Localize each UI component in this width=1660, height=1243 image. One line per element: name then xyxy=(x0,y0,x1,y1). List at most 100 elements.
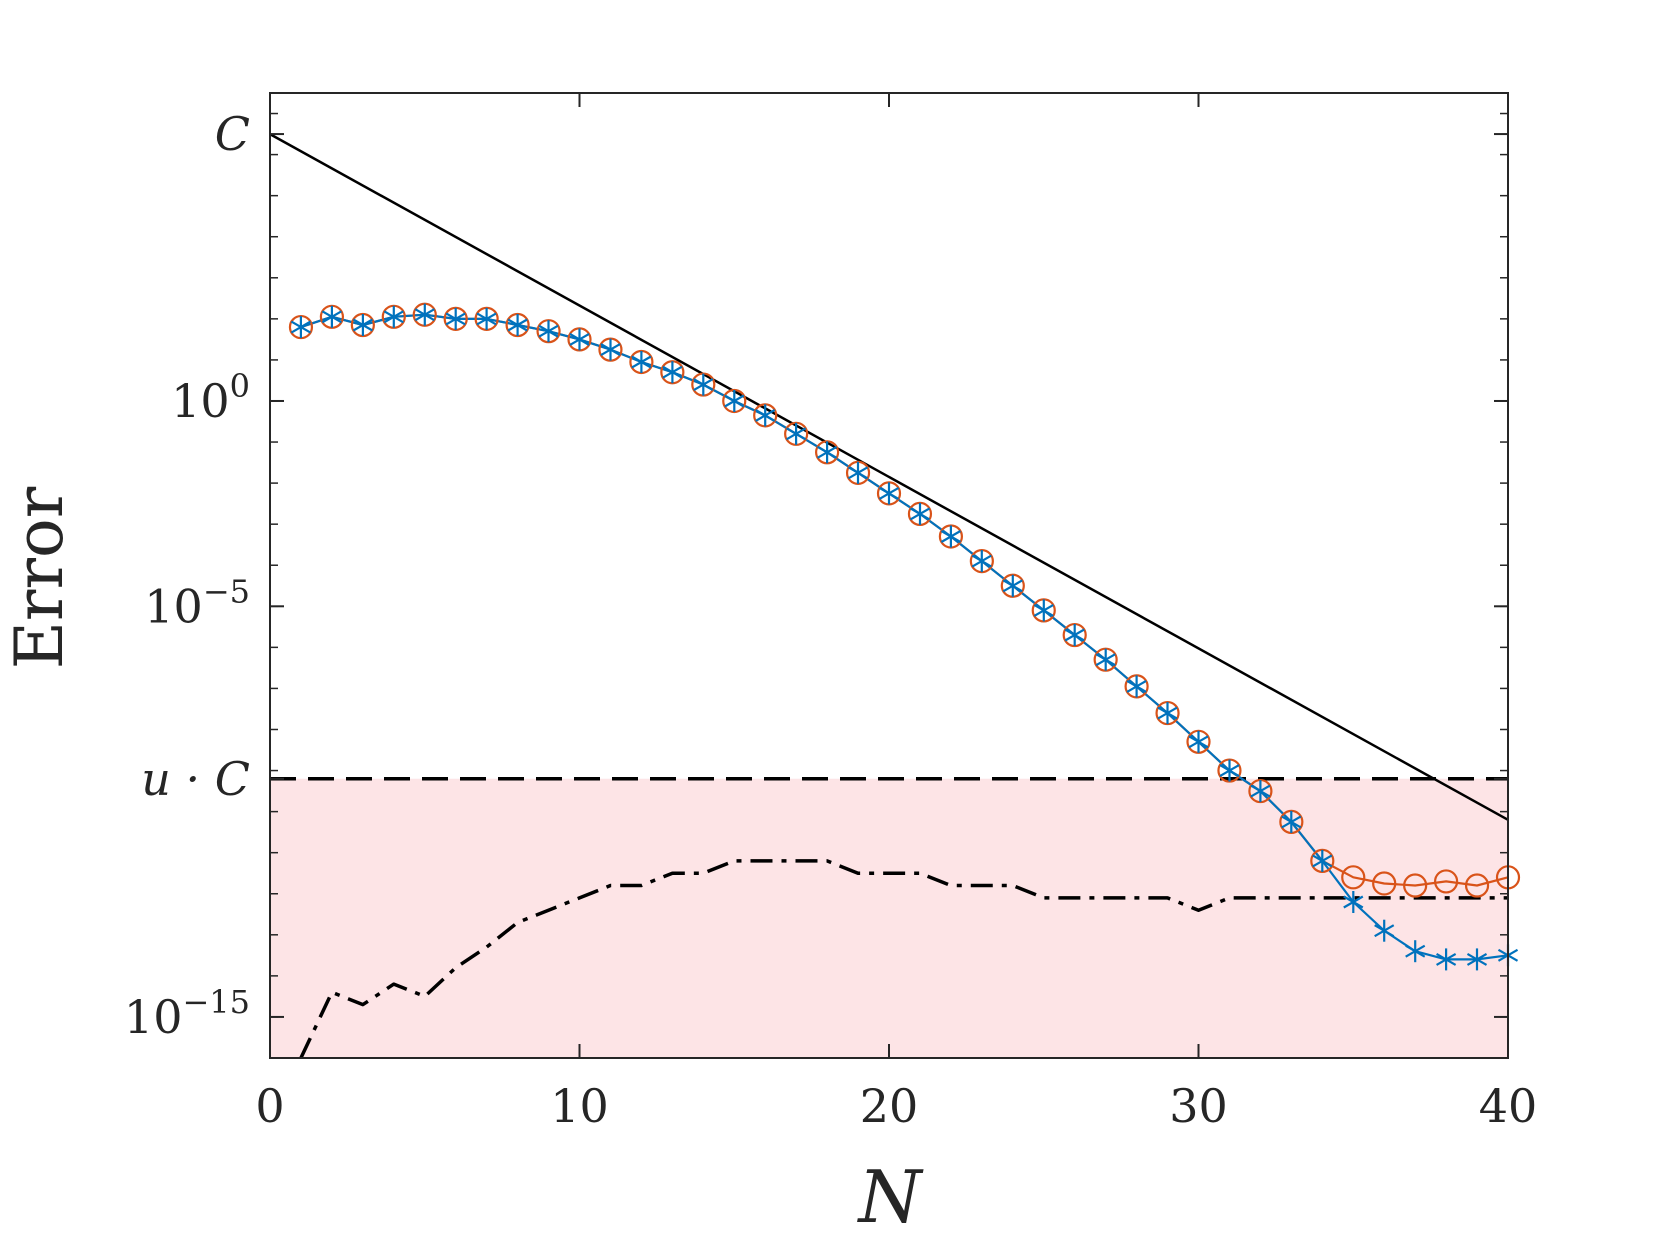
star-marker-stroke xyxy=(476,312,497,326)
star-marker-stroke xyxy=(352,318,373,332)
star-marker xyxy=(693,373,714,396)
star-marker xyxy=(352,314,373,336)
star-marker xyxy=(817,441,838,464)
star-marker xyxy=(1095,648,1116,671)
star-marker xyxy=(1374,919,1395,942)
y-tick-label: 10−15 xyxy=(124,983,250,1044)
y-tick-label: 10−5 xyxy=(144,572,250,633)
y-tick-label-base: 10 xyxy=(171,374,230,428)
star-marker-stroke xyxy=(507,318,528,332)
circle-marker xyxy=(1464,873,1490,898)
y-tick-label-base: 10 xyxy=(124,990,183,1044)
star-marker-stroke xyxy=(755,408,776,422)
x-tick-layer: 0 10 20 30 40 xyxy=(255,93,1537,1133)
star-marker xyxy=(1188,730,1209,753)
star-marker xyxy=(569,328,590,351)
star-marker xyxy=(1250,780,1271,803)
star-marker xyxy=(631,351,652,373)
star-marker-stroke xyxy=(786,427,807,441)
star-marker-stroke xyxy=(1466,952,1488,966)
star-marker-stroke xyxy=(1436,952,1457,966)
star-marker xyxy=(507,314,528,336)
star-marker xyxy=(940,525,961,548)
star-marker xyxy=(909,502,931,525)
star-marker-stroke xyxy=(724,394,745,408)
star-marker xyxy=(878,482,900,505)
star-marker xyxy=(1219,759,1240,782)
y-tick-label: u · C xyxy=(141,752,250,806)
star-marker-stroke xyxy=(878,486,900,500)
x-tick-label: 20 xyxy=(860,1079,919,1133)
star-marker xyxy=(662,361,683,384)
star-marker-stroke xyxy=(569,332,590,346)
y-tick-label: 100 xyxy=(171,367,250,428)
circle-marker xyxy=(1372,871,1397,896)
star-marker-stroke xyxy=(817,445,838,459)
star-marker-stroke xyxy=(445,312,466,326)
star-marker xyxy=(1405,940,1426,963)
x-axis-label: N xyxy=(857,1155,925,1239)
series-layer xyxy=(269,133,1509,1059)
star-marker-stroke xyxy=(693,378,714,392)
star-marker xyxy=(1343,891,1364,913)
x-tick-label: 40 xyxy=(1479,1079,1538,1133)
circle-marker xyxy=(1403,873,1428,898)
star-marker xyxy=(755,404,776,427)
star-marker-stroke xyxy=(1095,653,1116,667)
circle-marker xyxy=(1433,869,1459,894)
star-marker-stroke xyxy=(414,308,435,322)
marker-layer xyxy=(288,302,1521,971)
star-marker xyxy=(786,422,807,445)
star-marker-stroke xyxy=(1126,679,1147,693)
star-marker xyxy=(971,550,992,573)
star-marker xyxy=(414,303,435,326)
star-marker-stroke xyxy=(1033,603,1054,617)
star-marker-stroke xyxy=(1281,815,1302,829)
star-marker-stroke xyxy=(1002,579,1023,593)
star-marker xyxy=(445,307,466,330)
star-marker xyxy=(1436,948,1457,971)
shaded-region-layer xyxy=(270,778,1508,1058)
star-marker xyxy=(538,320,559,343)
y-tick-label: C xyxy=(215,107,250,161)
x-tick-label: 10 xyxy=(550,1079,609,1133)
circle-marker xyxy=(1341,865,1366,890)
y-tick-label-base: 10 xyxy=(144,579,203,633)
star-marker-stroke xyxy=(600,343,621,357)
y-tick-label-exponent: −5 xyxy=(203,572,250,610)
star-marker xyxy=(383,305,404,328)
star-marker-stroke xyxy=(662,365,683,379)
star-marker-stroke xyxy=(1188,735,1209,749)
star-marker-stroke xyxy=(1064,628,1085,642)
y-tick-label-exponent: 0 xyxy=(230,367,250,405)
y-axis-label: Error xyxy=(1,486,78,669)
star-marker-stroke xyxy=(1374,924,1395,938)
x-tick-label: 30 xyxy=(1169,1079,1228,1133)
star-marker xyxy=(476,307,497,330)
star-marker-stroke xyxy=(321,310,342,324)
star-marker xyxy=(1064,624,1085,646)
star-marker-stroke xyxy=(631,355,652,369)
star-marker xyxy=(1033,599,1054,622)
star-marker-stroke xyxy=(847,466,869,480)
star-marker-stroke xyxy=(1157,706,1178,720)
star-marker xyxy=(847,461,869,484)
series-line-solid-black xyxy=(269,133,1509,821)
star-marker xyxy=(1002,574,1023,597)
shaded-region xyxy=(270,778,1508,1058)
star-marker xyxy=(1281,810,1302,833)
y-tick-label-exponent: −15 xyxy=(182,983,250,1021)
star-marker xyxy=(600,338,621,361)
star-marker-stroke xyxy=(1250,784,1271,798)
star-marker xyxy=(1126,675,1147,698)
star-marker-stroke xyxy=(383,310,404,324)
star-marker-stroke xyxy=(940,530,961,543)
star-marker xyxy=(1157,702,1178,725)
series-line-dashdot-black xyxy=(299,859,1508,1059)
star-marker-stroke xyxy=(538,324,559,338)
star-marker-stroke xyxy=(971,554,992,568)
star-marker-stroke xyxy=(909,507,931,521)
star-marker-stroke xyxy=(1312,854,1333,868)
